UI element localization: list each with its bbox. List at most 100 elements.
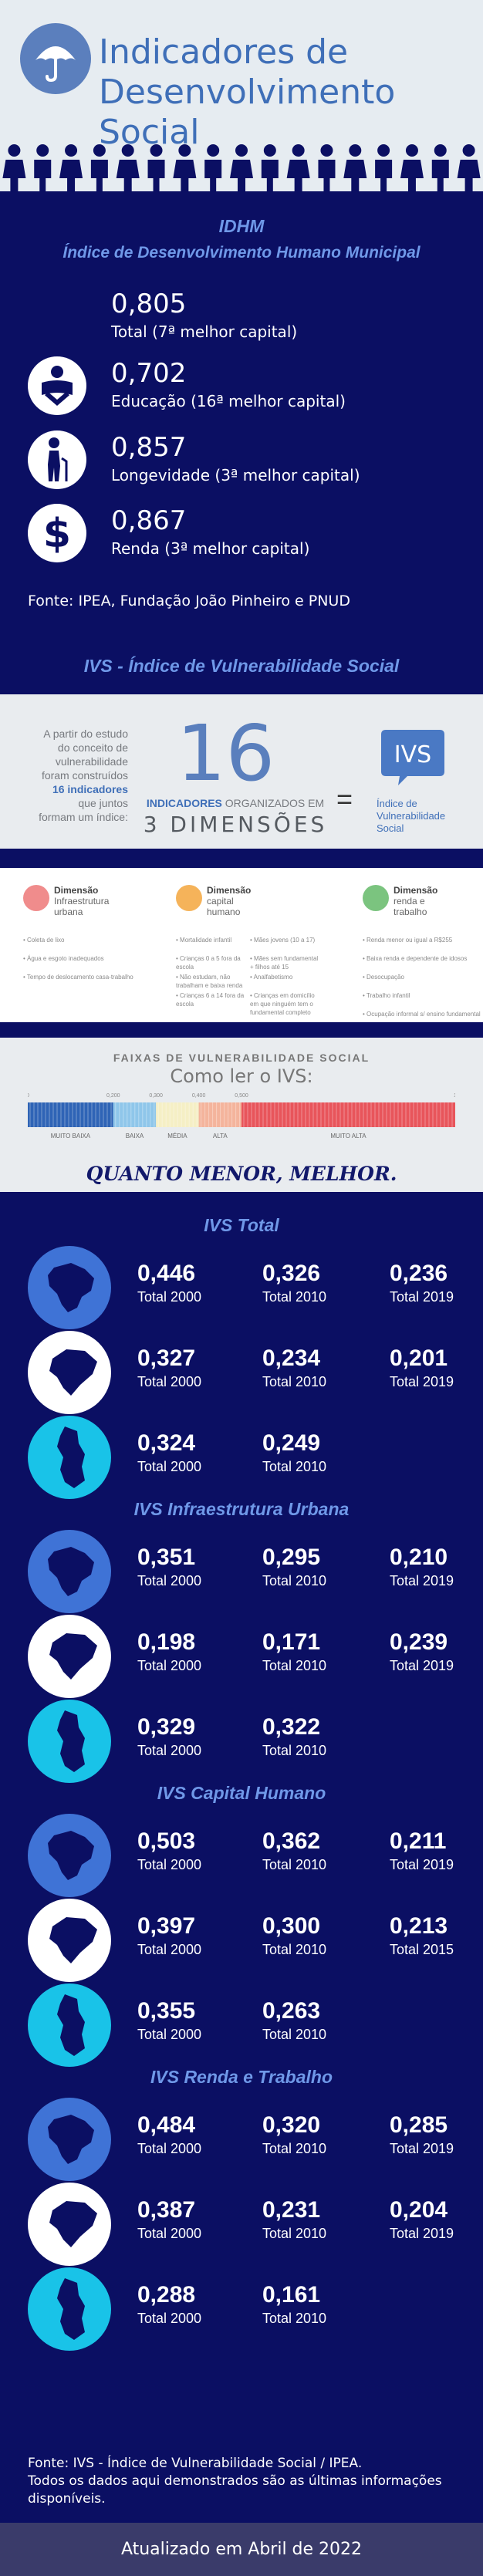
ivs-period-label: Total 2010 [262, 1289, 327, 1305]
person-silhouette-icon [261, 144, 279, 191]
dimension-column: Dimensão capital humano • Mortalidade infan… [168, 882, 319, 1016]
dimension-label: Dimensão [54, 885, 99, 896]
ivs-value-cell: 0,285 Total 2019 [390, 2112, 483, 2158]
dimension-item: • Ocupação informal s/ ensino fundamenta… [363, 1011, 481, 1018]
ivs-period-label: Total 2000 [137, 2141, 202, 2156]
ivs-period-label: Total 2010 [262, 1857, 327, 1872]
idhm-label: Longevidade (3ª melhor capital) [111, 466, 360, 484]
dimension-item: • Água e esgoto inadequados [23, 955, 104, 962]
ivs-value-cell: 0,362 Total 2010 [262, 1828, 363, 1874]
source-line: disponíveis. [28, 2491, 106, 2507]
ivs-value: 0,295 [262, 1545, 321, 1570]
idhm-value: 0,867 [111, 505, 187, 536]
ivs-value-cell: 0,397 Total 2000 [137, 1913, 238, 1959]
rio-grande-do-sul-map-icon [28, 1615, 111, 1698]
ivs-period-label: Total 2000 [137, 2027, 202, 2042]
header: Indicadores de Desenvolvimento Social [0, 0, 483, 191]
band-tick-label: 1 [454, 1093, 455, 1099]
ivs-value: 0,387 [137, 2197, 196, 2223]
band-label: MÉDIA [167, 1133, 187, 1139]
people-silhouettes-icon [2, 144, 481, 191]
ivs-period-label: Total 2010 [262, 1573, 327, 1588]
ivs-row: 0,446 Total 2000 0,326 Total 2010 0,236 Total… [0, 1246, 483, 1331]
band-label: MUITO BAIXA [51, 1133, 91, 1139]
ivs-value-cell: 0,171 Total 2010 [262, 1629, 363, 1675]
ivs-value: 0,397 [137, 1913, 196, 1939]
ivs-value: 0,198 [137, 1629, 196, 1655]
band-label: ALTA [213, 1133, 228, 1139]
person-silhouette-icon [431, 144, 449, 191]
person-silhouette-icon [90, 144, 108, 191]
explain-bold: 16 indicadores [52, 783, 128, 795]
band-segment [28, 1102, 113, 1127]
ivs-period-label: Total 2000 [137, 1857, 202, 1872]
ivs-period-label: Total 2010 [262, 2027, 327, 2042]
ivs-value-cell: 0,324 Total 2000 [137, 1430, 238, 1476]
idhm-label: Educação (16ª melhor capital) [111, 392, 346, 410]
person-silhouette-icon [400, 144, 424, 191]
dimension-item: • Não estudam, não trabalham e baixa ren… [176, 974, 243, 989]
ivs-value: 0,300 [262, 1913, 321, 1939]
ivs-period-label: Total 2010 [262, 1658, 327, 1673]
dimension-name: urbana [54, 906, 83, 917]
ivs-period-label: Total 2000 [137, 2226, 202, 2241]
ivs-value-cell: 0,213 Total 2015 [390, 1913, 483, 1959]
bands-tagline: QUANTO MENOR, MELHOR. [86, 1163, 397, 1185]
dimension-item: • Baixa renda e dependente de idosos [363, 955, 468, 962]
source-line: Todos os dados aqui demonstrados são as … [28, 2473, 442, 2489]
ivs-period-label: Total 2010 [262, 1374, 327, 1389]
person-silhouette-icon [230, 144, 253, 191]
ivs-value-cell: 0,355 Total 2000 [137, 1997, 238, 2044]
dimension-title: Dimensão renda e trabalho [393, 885, 483, 917]
dimension-title: Dimensão Infraestrutura urbana [54, 885, 162, 917]
ivs-group-title: IVS Renda e Trabalho [150, 2067, 333, 2087]
ivs-value-cell: 0,249 Total 2010 [262, 1430, 363, 1476]
ivs-value: 0,204 [390, 2197, 448, 2223]
dollar-icon: $ [28, 504, 86, 562]
band-segment [198, 1102, 242, 1127]
ivs-period-label: Total 2019 [390, 1573, 454, 1588]
ivs-value-cell: 0,288 Total 2000 [137, 2281, 238, 2328]
brazil-map-icon [28, 1530, 111, 1613]
dimension-item: • Crianças 6 a 14 fora da escola [176, 992, 245, 1008]
ivs-value: 0,503 [137, 1828, 196, 1854]
dimension-name: capital [207, 896, 234, 906]
dimensions-count: 3 DIMENSÕES [143, 812, 328, 837]
person-silhouette-icon [116, 144, 140, 191]
person-silhouette-icon [286, 144, 310, 191]
ivs-value: 0,355 [137, 1998, 196, 2024]
ivs-period-label: Total 2019 [390, 2141, 454, 2156]
ivs-row: 0,288 Total 2000 0,161 Total 2010 [0, 2267, 483, 2352]
ivs-value-cell: 0,201 Total 2019 [390, 1345, 483, 1391]
ivs-value-cell: 0,351 Total 2000 [137, 1544, 238, 1590]
ivs-explanation: A partir do estudo do conceito de vulner… [0, 694, 483, 849]
porto-alegre-map-icon [28, 2267, 111, 2351]
ivs-group-title: IVS Total [204, 1215, 279, 1235]
idhm-value: 0,857 [111, 432, 187, 463]
page-title: Indicadores de Desenvolvimento Social [99, 32, 469, 153]
dimension-label: Dimensão [393, 885, 438, 896]
ivs-value: 0,263 [262, 1998, 321, 2024]
ivs-period-label: Total 2010 [262, 2141, 327, 2156]
band-segment [113, 1102, 157, 1127]
bands-title: FAIXAS DE VULNERABILIDADE SOCIAL [113, 1052, 370, 1064]
dimension-name: trabalho [393, 906, 427, 917]
brazil-map-icon [28, 1814, 111, 1897]
idhm-source: Fonte: IPEA, Fundação João Pinheiro e PN… [28, 593, 350, 609]
footer: Atualizado em Abril de 2022 [0, 2523, 483, 2576]
ivs-value-cell: 0,210 Total 2019 [390, 1544, 483, 1590]
explain-line: que juntos [78, 797, 128, 809]
ivs-value-cell: 0,263 Total 2010 [262, 1997, 363, 2044]
indicators-bold: INDICADORES [146, 797, 222, 809]
explain-line: vulnerabilidade [55, 755, 128, 768]
dimension-item: • Mães sem fundamental + filhos até 15 [250, 955, 319, 971]
dimension-item: • Analfabetismo [250, 974, 293, 981]
explain-line: foram construídos [41, 769, 128, 782]
ivs-value: 0,171 [262, 1629, 321, 1655]
divider-band [0, 1022, 483, 1038]
dimension-icon [363, 885, 389, 911]
ivs-row: 0,327 Total 2000 0,234 Total 2010 0,201 Total… [0, 1331, 483, 1416]
ivs-row: 0,351 Total 2000 0,295 Total 2010 0,210 Total… [0, 1530, 483, 1615]
ivs-period-label: Total 2000 [137, 2311, 202, 2326]
dimension-item: • Crianças em domicílio em que ninguém t… [250, 992, 315, 1016]
